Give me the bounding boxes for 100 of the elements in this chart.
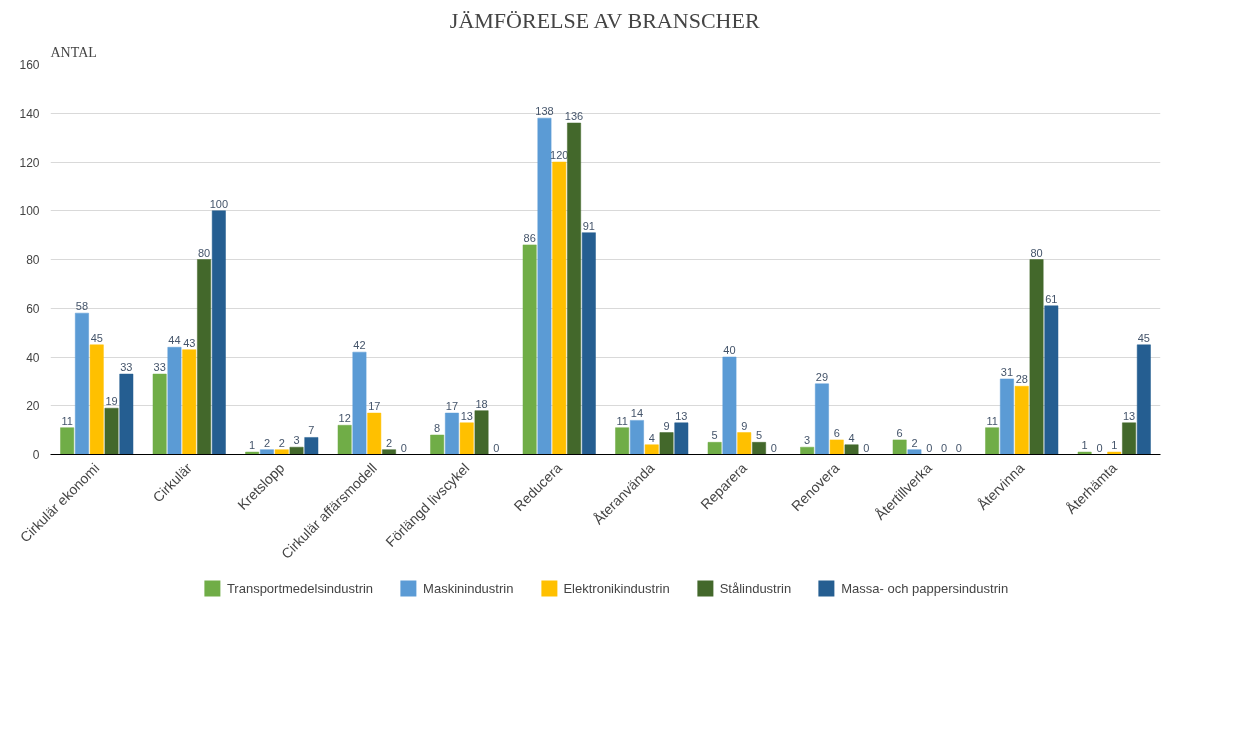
y-tick-label: 60 <box>26 301 40 316</box>
data-label: 0 <box>940 441 948 454</box>
data-label: 6 <box>833 426 840 439</box>
data-label: 80 <box>1030 246 1043 259</box>
bar <box>615 427 630 455</box>
data-label: 17 <box>368 400 381 413</box>
data-label: 7 <box>308 424 315 437</box>
data-label: 1 <box>249 439 256 452</box>
y-tick-label: 80 <box>26 253 40 267</box>
data-label: 18 <box>475 397 488 410</box>
data-label: 0 <box>926 441 933 454</box>
data-label: 14 <box>630 407 644 420</box>
data-label: 2 <box>911 436 918 449</box>
data-label: 17 <box>445 400 459 413</box>
data-label: 13 <box>460 409 473 422</box>
data-label: 5 <box>711 429 718 442</box>
bar <box>304 437 319 455</box>
bar <box>722 356 737 455</box>
data-label: 11 <box>616 414 628 427</box>
data-label: 3 <box>804 434 811 447</box>
bar <box>1077 451 1092 455</box>
bar <box>1122 422 1136 455</box>
bar <box>644 444 659 455</box>
y-tick-label: 100 <box>19 204 40 219</box>
data-label: 6 <box>896 426 903 439</box>
bar <box>60 427 75 455</box>
y-tick-label: 40 <box>26 350 40 365</box>
data-label: 0 <box>1096 441 1103 454</box>
data-label: 12 <box>338 412 351 425</box>
bar <box>89 344 104 455</box>
bar <box>1000 378 1014 455</box>
data-label: 4 <box>648 431 655 444</box>
bar <box>829 439 844 455</box>
data-label: 19 <box>105 395 118 408</box>
bar <box>289 446 304 455</box>
bar <box>892 439 907 455</box>
legend-label: Stålindustrin <box>719 580 792 596</box>
bar <box>75 312 89 455</box>
bar <box>274 449 289 455</box>
bar <box>552 161 567 455</box>
bar <box>815 383 829 455</box>
bar <box>352 351 367 455</box>
bar <box>659 432 674 455</box>
bar <box>1136 344 1151 455</box>
data-label: 136 <box>564 110 584 122</box>
bar <box>674 422 689 455</box>
data-label: 13 <box>675 409 688 422</box>
bar <box>367 412 382 455</box>
data-label: 1 <box>1111 439 1118 452</box>
data-label: 0 <box>493 441 500 454</box>
bar <box>1107 451 1122 455</box>
bar <box>537 117 552 455</box>
bar <box>260 449 274 455</box>
data-label: 0 <box>955 441 962 454</box>
bar <box>752 442 766 455</box>
bar <box>630 420 644 455</box>
bar <box>800 446 815 455</box>
bar <box>197 259 211 455</box>
bar <box>1014 386 1029 455</box>
bar <box>907 449 922 455</box>
legend-label: Elektronikindustrin <box>563 580 670 596</box>
bar <box>211 210 226 455</box>
data-label: 86 <box>523 231 536 244</box>
data-label: 43 <box>183 336 196 349</box>
data-label: 8 <box>434 422 441 434</box>
bar <box>459 422 474 455</box>
data-label: 33 <box>120 361 133 374</box>
bar <box>522 244 537 455</box>
data-label: 3 <box>293 434 300 447</box>
bar <box>245 451 260 455</box>
data-label: 5 <box>755 429 763 442</box>
data-label: 9 <box>663 419 670 432</box>
bar <box>337 425 352 455</box>
data-label: 28 <box>1015 373 1028 386</box>
data-label: 11 <box>986 414 998 427</box>
bar <box>985 427 1000 455</box>
data-label: 2 <box>263 436 271 449</box>
data-label: 11 <box>61 414 73 427</box>
bar <box>1029 259 1044 455</box>
chart-title: JÄMFÖRELSE AV BRANSCHER <box>449 7 760 33</box>
bar <box>152 373 167 455</box>
data-label: 100 <box>209 197 229 210</box>
legend-label: Transportmedelsindustrin <box>226 580 374 596</box>
bar <box>581 232 596 455</box>
data-label: 33 <box>153 361 166 374</box>
legend-label: Massa- och pappersindustrin <box>841 580 1009 596</box>
data-label: 0 <box>770 441 777 454</box>
y-axis-title: ANTAL <box>50 44 97 60</box>
data-label: 45 <box>1137 331 1150 344</box>
data-label: 2 <box>278 436 285 449</box>
bar <box>474 410 489 455</box>
data-label: 40 <box>723 344 736 356</box>
data-label: 0 <box>863 441 870 454</box>
bar <box>844 444 859 455</box>
data-label: 138 <box>535 105 554 118</box>
data-label: 45 <box>90 331 103 344</box>
y-tick-label: 20 <box>26 399 40 414</box>
data-label: 1 <box>1081 439 1088 452</box>
data-label: 31 <box>1000 365 1014 378</box>
data-label: 44 <box>168 334 181 347</box>
